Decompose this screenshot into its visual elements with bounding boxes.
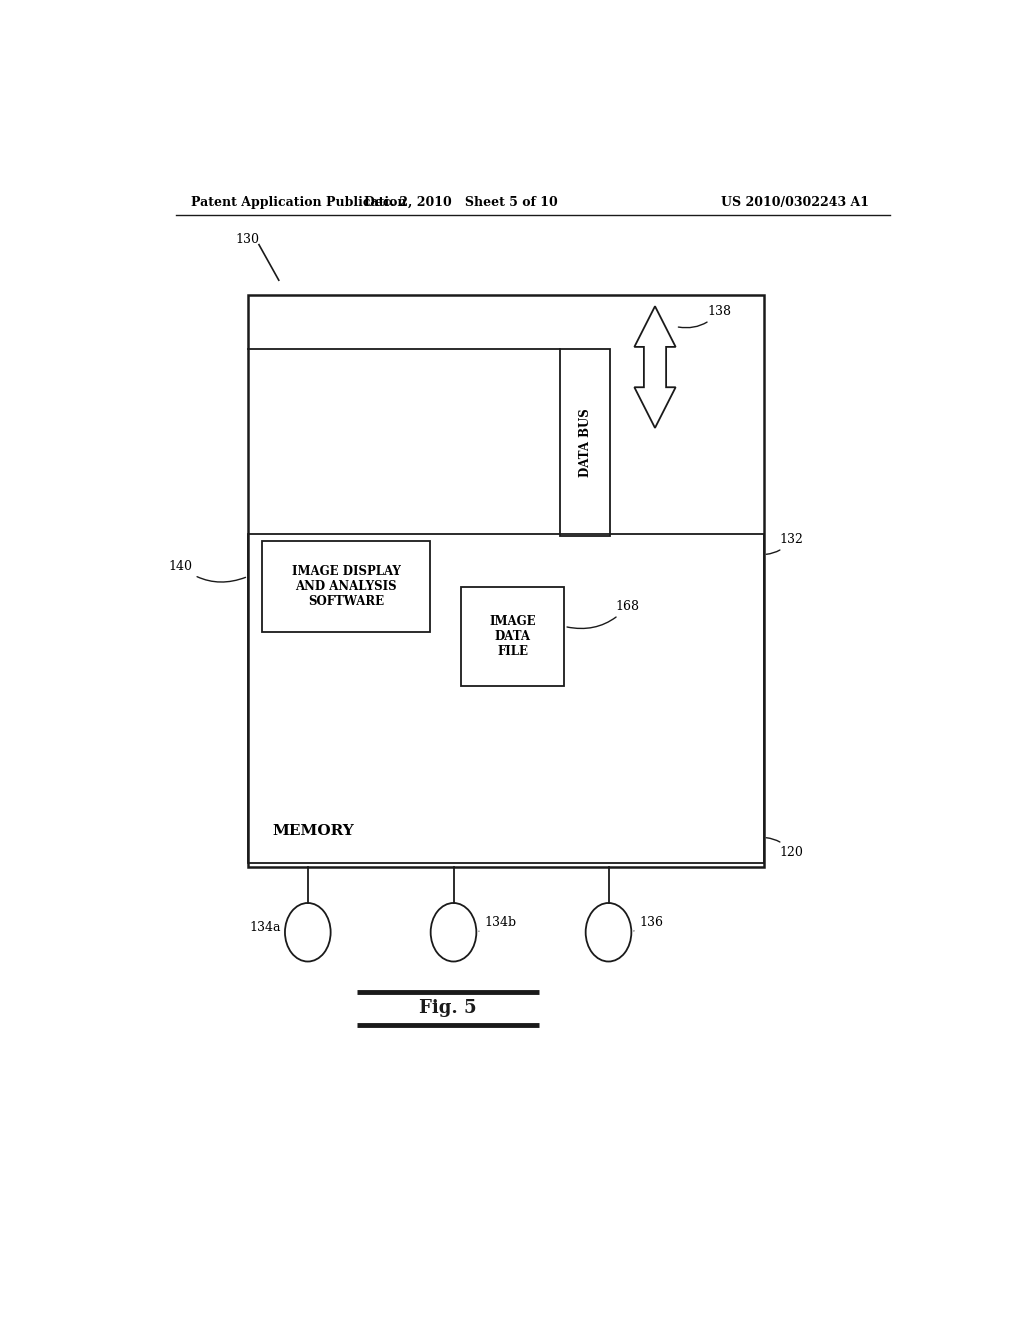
Bar <box>248 535 764 863</box>
Text: 134a: 134a <box>250 920 281 933</box>
Text: 168: 168 <box>567 599 640 628</box>
Bar <box>248 296 764 867</box>
Text: IMAGE
DATA
FILE: IMAGE DATA FILE <box>489 615 537 659</box>
Text: Dec. 2, 2010   Sheet 5 of 10: Dec. 2, 2010 Sheet 5 of 10 <box>365 195 558 209</box>
Text: Fig. 5: Fig. 5 <box>419 999 476 1018</box>
Text: IMAGE DISPLAY
AND ANALYSIS
SOFTWARE: IMAGE DISPLAY AND ANALYSIS SOFTWARE <box>292 565 400 609</box>
Text: 120: 120 <box>766 838 803 859</box>
Bar <box>560 350 610 536</box>
Text: US 2010/0302243 A1: US 2010/0302243 A1 <box>721 195 868 209</box>
Text: 134b: 134b <box>479 916 516 931</box>
Text: 140: 140 <box>169 560 246 582</box>
Text: Patent Application Publication: Patent Application Publication <box>191 195 407 209</box>
Text: 136: 136 <box>634 916 664 931</box>
Text: MEMORY: MEMORY <box>272 824 353 838</box>
Text: DATA BUS: DATA BUS <box>579 408 592 477</box>
Text: 132: 132 <box>766 533 803 554</box>
Bar <box>262 541 430 632</box>
Text: 130: 130 <box>236 234 259 246</box>
Text: 138: 138 <box>678 305 731 327</box>
Bar <box>461 587 564 686</box>
